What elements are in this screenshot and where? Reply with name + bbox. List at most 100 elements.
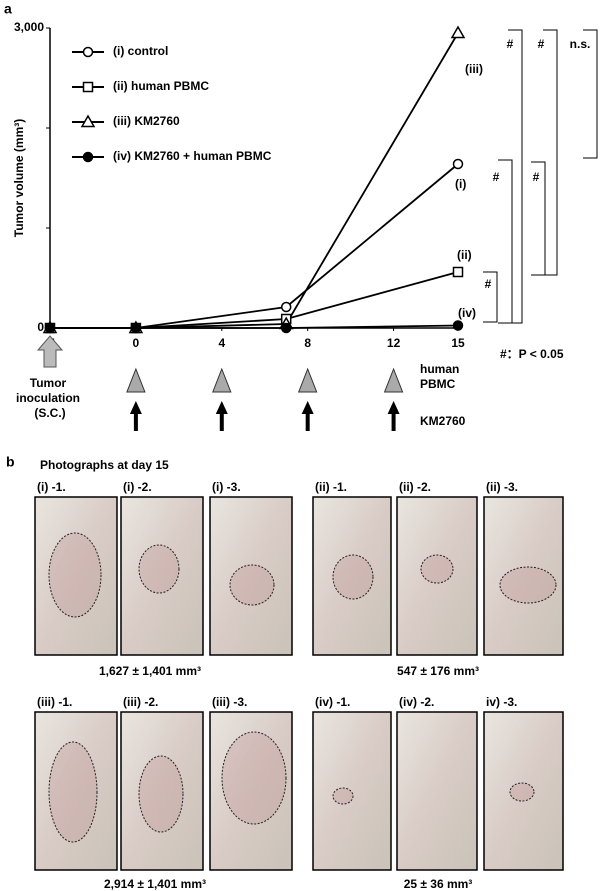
legend-label: (iii) KM2760 [113, 114, 180, 128]
comparison-label: # [533, 170, 540, 184]
schedule-label: KM2760 [420, 414, 466, 428]
comparison-bracket [498, 159, 513, 324]
marker [130, 322, 142, 334]
tumor-outline [332, 787, 354, 805]
photo-label: (i) -1. [37, 480, 66, 494]
tumor-outline [509, 782, 535, 802]
antibody-arrow [387, 401, 400, 431]
photo-label: (iv) -2. [399, 695, 434, 709]
series-line [50, 324, 459, 329]
comparison-bracket [483, 271, 498, 323]
comparison-label: n.s. [570, 37, 591, 51]
photo-caption: 25 ± 36 mm³ [404, 877, 473, 891]
comparison-label: # [485, 277, 492, 291]
photo-label: (ii) -1. [315, 480, 347, 494]
significance-note: #：P < 0.05 [500, 347, 564, 361]
marker [44, 322, 56, 334]
schedule-label: PBMC [420, 377, 456, 391]
photo [483, 711, 564, 871]
photo-label: (i) -2. [123, 480, 152, 494]
photo [483, 496, 564, 656]
y-axis-label: Tumor volume (mm³) [12, 119, 26, 237]
photo-label: (iii) -3. [212, 695, 247, 709]
antibody-arrow [301, 401, 314, 431]
photo [312, 711, 392, 871]
tumor-outline [420, 554, 454, 584]
end-label: (ii) [457, 248, 472, 262]
marker [452, 266, 464, 278]
tumor-outline [138, 544, 180, 594]
pbmc-marker [297, 367, 318, 393]
comparison-bracket [543, 29, 558, 276]
photo-label: (iii) -1. [37, 695, 72, 709]
panel-label: a [4, 1, 12, 17]
panel-label: b [6, 454, 15, 470]
antibody-arrow [129, 401, 142, 431]
x-tick-label: 8 [304, 336, 311, 350]
x-tick-label: 0 [133, 336, 140, 350]
photo-label: (iii) -2. [123, 695, 158, 709]
photo-label: iv) -3. [486, 695, 517, 709]
antibody-arrow [215, 401, 228, 431]
legend-label: (iv) KM2760 + human PBMC [113, 149, 272, 163]
y-tick-label: 3,000 [14, 20, 44, 34]
inoculation-arrow [36, 335, 64, 368]
x-tick-label: 12 [387, 336, 401, 350]
photo-caption: 1,627 ± 1,401 mm³ [99, 664, 201, 678]
comparison-label: # [507, 37, 514, 51]
pbmc-marker [126, 367, 146, 393]
y-tick-label: 0 [37, 320, 44, 334]
photo-caption: 2,914 ± 1,401 mm³ [104, 877, 206, 891]
end-label: (iv) [458, 306, 476, 320]
x-tick-label: 15 [451, 336, 465, 350]
comparison-bracket [508, 29, 523, 324]
schedule-label: Tumor [30, 376, 67, 390]
photos-title: Photographs at day 15 [40, 458, 169, 472]
tumor-outline [138, 755, 184, 833]
tumor-outline [229, 564, 275, 606]
marker [452, 320, 464, 331]
series-line [50, 32, 459, 329]
legend-label: (i) control [113, 44, 168, 58]
end-label: (iii) [465, 62, 483, 76]
photo [312, 496, 392, 656]
series-line [50, 271, 459, 329]
end-label: (i) [455, 177, 466, 191]
tumor-outline [48, 741, 98, 843]
photo-label: (iv) -1. [315, 695, 350, 709]
marker [280, 322, 292, 334]
marker [80, 114, 96, 128]
pbmc-marker [383, 367, 404, 393]
schedule-label: (S.C.) [34, 406, 65, 420]
pbmc-marker [212, 367, 232, 393]
photo [396, 496, 478, 656]
comparison-bracket [531, 161, 546, 276]
photo [120, 711, 204, 871]
comparison-bracket [583, 29, 598, 159]
tumor-outline [499, 566, 557, 604]
tumor-outline [332, 554, 374, 600]
photo [209, 496, 293, 656]
comparison-label: # [538, 37, 545, 51]
marker [450, 25, 466, 39]
marker [82, 151, 94, 163]
schedule-label: human [420, 362, 459, 376]
tumor-outline [221, 731, 287, 825]
comparison-label: # [493, 170, 500, 184]
photo-caption: 547 ± 176 mm³ [397, 664, 479, 678]
marker [452, 158, 464, 170]
photo-label: (ii) -3. [486, 480, 518, 494]
photo-label: (ii) -2. [399, 480, 431, 494]
photo [120, 496, 204, 656]
photo-label: (i) -3. [212, 480, 241, 494]
marker [82, 81, 94, 93]
legend-label: (ii) human PBMC [113, 79, 209, 93]
series-line [50, 163, 459, 329]
x-tick-label: 4 [218, 336, 225, 350]
photo [396, 711, 478, 871]
schedule-label: inoculation [16, 391, 80, 405]
marker [82, 46, 94, 58]
tumor-outline [48, 532, 102, 618]
marker [280, 301, 292, 313]
